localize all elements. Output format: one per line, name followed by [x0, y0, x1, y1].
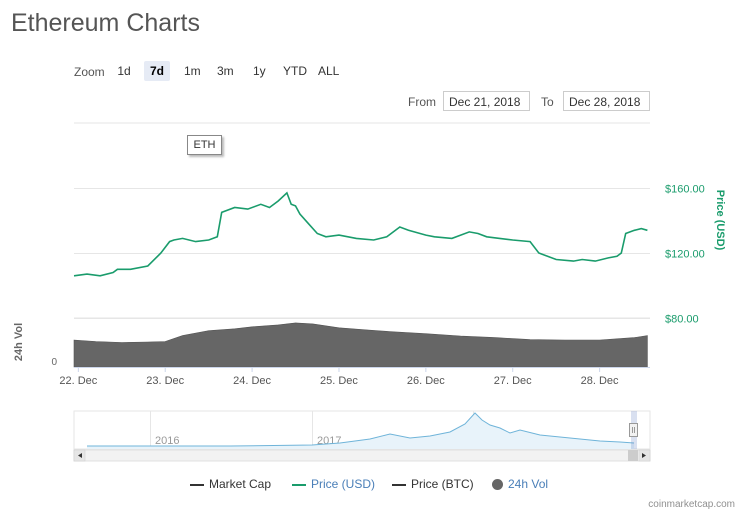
volume-area [73, 322, 648, 368]
navigator-year-label: 2016 [155, 435, 179, 447]
legend-label-price-btc: Price (BTC) [411, 477, 474, 491]
zoom-label: Zoom [74, 65, 105, 79]
legend-label-24h-vol: 24h Vol [508, 477, 549, 491]
line-icon [190, 483, 204, 486]
x-tick-label: 23. Dec [146, 375, 184, 387]
from-label: From [408, 95, 436, 109]
volume-axis-title: 24h Vol [13, 323, 25, 361]
circle-icon [492, 479, 503, 491]
zoom-button-ytd[interactable]: YTD [283, 64, 307, 78]
x-tick-label: 28. Dec [581, 375, 619, 387]
x-tick-label: 25. Dec [320, 375, 358, 387]
line-icon [292, 483, 306, 486]
zoom-button-all[interactable]: ALL [318, 64, 340, 78]
legend-label-market-cap: Market Cap [209, 477, 272, 491]
navigator-area [87, 413, 634, 449]
arrow-right-icon [642, 453, 646, 458]
legend-item-24h-vol[interactable]: 24h Vol [492, 477, 548, 491]
price-tick-label: $120.00 [665, 249, 705, 261]
to-date-input[interactable]: Dec 28, 2018 [563, 91, 650, 111]
price-tick-label: $160.00 [665, 184, 705, 196]
arrow-left-icon [78, 453, 82, 458]
page-title: Ethereum Charts [11, 9, 200, 37]
zoom-button-3m[interactable]: 3m [217, 64, 234, 78]
x-tick-label: 27. Dec [494, 375, 532, 387]
volume-tick-label: 0 [51, 357, 57, 368]
scrollbar-track[interactable] [73, 449, 651, 462]
source-credit[interactable]: coinmarketcap.com [648, 499, 735, 510]
line-icon [392, 483, 406, 486]
legend-item-price-usd[interactable]: Price (USD) [292, 477, 375, 491]
x-tick-label: 22. Dec [59, 375, 97, 387]
eth-flag-marker[interactable]: ETH [187, 135, 222, 155]
zoom-button-7d[interactable]: 7d [144, 61, 170, 81]
navigator-series-line [87, 412, 635, 447]
x-tick-label: 24. Dec [233, 375, 271, 387]
zoom-button-1m[interactable]: 1m [184, 64, 201, 78]
chart-legend: Market Cap Price (USD) Price (BTC) 24h V… [0, 477, 749, 493]
x-tick-label: 26. Dec [407, 375, 445, 387]
zoom-button-1y[interactable]: 1y [253, 64, 266, 78]
to-label: To [541, 95, 554, 109]
price-line [73, 191, 648, 277]
zoom-button-1d[interactable]: 1d [117, 64, 131, 78]
price-tick-label: $80.00 [665, 314, 699, 326]
scrollbar-thumb[interactable] [628, 450, 638, 461]
price-axis-title: Price (USD) [714, 190, 726, 251]
from-date-input[interactable]: Dec 21, 2018 [443, 91, 530, 111]
legend-item-price-btc[interactable]: Price (BTC) [392, 477, 474, 491]
legend-label-price-usd: Price (USD) [311, 477, 376, 491]
legend-item-market-cap[interactable]: Market Cap [190, 477, 271, 491]
navigator-handle[interactable] [629, 423, 638, 437]
